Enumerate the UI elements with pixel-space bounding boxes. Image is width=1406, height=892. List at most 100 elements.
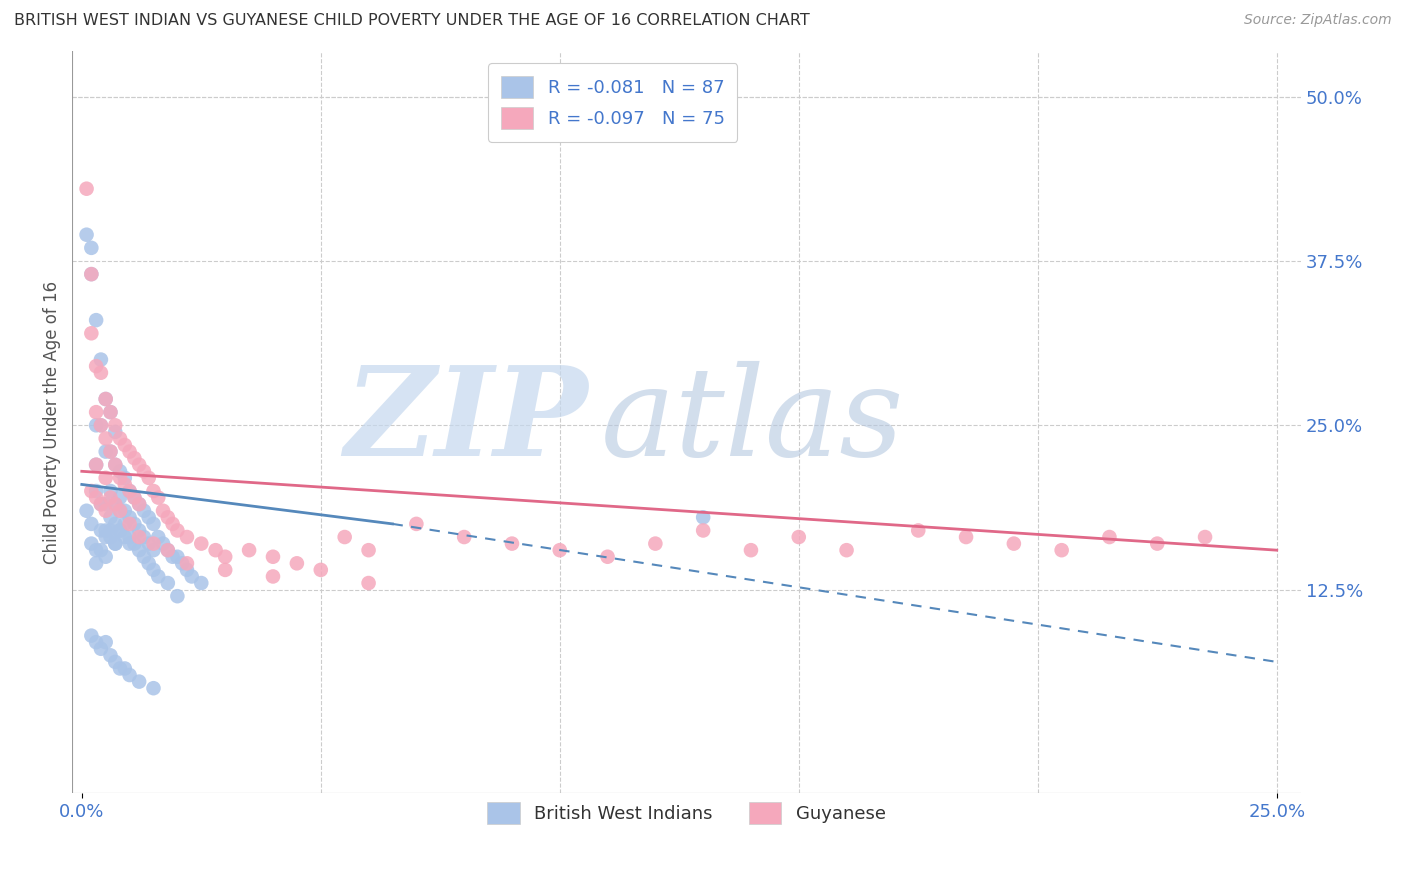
Point: [262, 569, 284, 583]
Point: [94, 524, 117, 538]
Point: [309, 563, 332, 577]
Point: [80, 536, 103, 550]
Point: [285, 557, 308, 571]
Point: [118, 516, 141, 531]
Point: [124, 491, 146, 505]
Point: [156, 576, 179, 591]
Point: [138, 471, 160, 485]
Text: atlas: atlas: [600, 361, 904, 483]
Point: [90, 497, 112, 511]
Point: [262, 549, 284, 564]
Point: [76, 182, 98, 196]
Point: [84, 458, 107, 472]
Point: [76, 504, 98, 518]
Point: [104, 425, 127, 439]
Point: [94, 392, 117, 406]
Point: [166, 589, 188, 603]
Point: [190, 576, 212, 591]
Point: [80, 326, 103, 341]
Text: Source: ZipAtlas.com: Source: ZipAtlas.com: [1244, 13, 1392, 28]
Point: [596, 549, 619, 564]
Point: [90, 497, 112, 511]
Point: [108, 491, 131, 505]
Point: [76, 227, 98, 242]
Point: [104, 497, 127, 511]
Point: [108, 432, 131, 446]
Point: [740, 543, 762, 558]
Point: [1098, 530, 1121, 544]
Point: [142, 516, 165, 531]
Point: [501, 536, 523, 550]
Point: [94, 392, 117, 406]
Point: [128, 497, 150, 511]
Point: [118, 536, 141, 550]
Point: [118, 444, 141, 458]
Point: [124, 536, 146, 550]
Point: [148, 569, 170, 583]
Point: [692, 524, 714, 538]
Point: [138, 510, 160, 524]
Point: [405, 516, 427, 531]
Point: [118, 510, 141, 524]
Point: [94, 530, 117, 544]
Point: [128, 543, 150, 558]
Point: [80, 516, 103, 531]
Point: [357, 543, 380, 558]
Point: [90, 352, 112, 367]
Point: [132, 504, 155, 518]
Point: [114, 516, 136, 531]
Point: [108, 504, 131, 518]
Point: [80, 483, 103, 498]
Point: [138, 536, 160, 550]
Point: [548, 543, 571, 558]
Point: [132, 549, 155, 564]
Point: [148, 491, 170, 505]
Point: [142, 536, 165, 550]
Point: [114, 471, 136, 485]
Point: [94, 504, 117, 518]
Point: [94, 549, 117, 564]
Point: [204, 543, 226, 558]
Point: [172, 557, 194, 571]
Point: [80, 267, 103, 281]
Point: [357, 576, 380, 591]
Point: [124, 491, 146, 505]
Point: [176, 563, 198, 577]
Point: [124, 516, 146, 531]
Point: [176, 557, 198, 571]
Point: [166, 524, 188, 538]
Point: [104, 655, 127, 669]
Point: [90, 524, 112, 538]
Point: [94, 432, 117, 446]
Point: [108, 524, 131, 538]
Point: [90, 543, 112, 558]
Point: [156, 510, 179, 524]
Point: [108, 504, 131, 518]
Point: [104, 458, 127, 472]
Point: [84, 557, 107, 571]
Point: [124, 451, 146, 466]
Point: [90, 418, 112, 433]
Point: [118, 668, 141, 682]
Point: [692, 510, 714, 524]
Point: [214, 563, 236, 577]
Point: [104, 458, 127, 472]
Point: [166, 549, 188, 564]
Point: [1194, 530, 1216, 544]
Point: [94, 444, 117, 458]
Point: [100, 530, 122, 544]
Point: [162, 516, 184, 531]
Point: [1050, 543, 1073, 558]
Point: [132, 530, 155, 544]
Point: [142, 483, 165, 498]
Point: [132, 464, 155, 478]
Point: [90, 366, 112, 380]
Point: [84, 458, 107, 472]
Point: [214, 549, 236, 564]
Point: [162, 549, 184, 564]
Point: [176, 530, 198, 544]
Y-axis label: Child Poverty Under the Age of 16: Child Poverty Under the Age of 16: [44, 280, 60, 564]
Point: [1146, 536, 1168, 550]
Point: [90, 418, 112, 433]
Point: [190, 536, 212, 550]
